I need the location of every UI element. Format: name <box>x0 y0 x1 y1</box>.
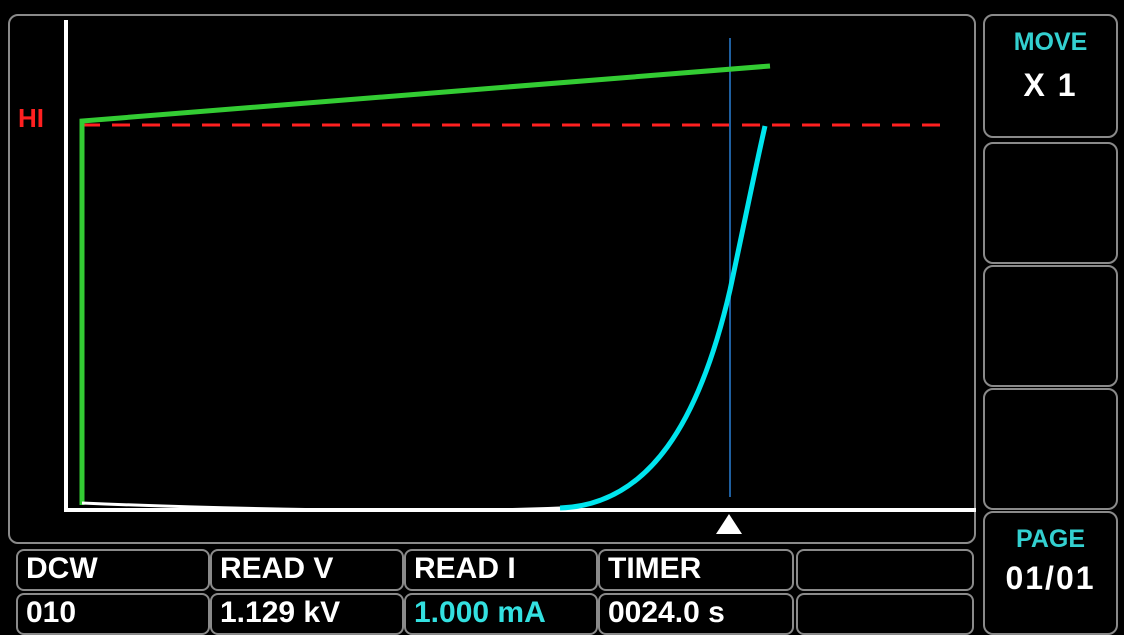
softkey-3[interactable] <box>983 265 1118 387</box>
value-read-i: 1.000 mA <box>404 593 598 635</box>
softkey-2[interactable] <box>983 142 1118 264</box>
current-trace <box>559 125 768 511</box>
softkey-page-title: PAGE <box>1016 525 1085 553</box>
softkey-page[interactable]: PAGE 01/01 <box>983 511 1118 635</box>
voltage-trace <box>79 63 771 505</box>
header-read-v: READ V <box>210 549 404 591</box>
header-read-i: READ I <box>404 549 598 591</box>
hi-limit-label: HI <box>18 103 44 133</box>
value-read-v: 1.129 kV <box>210 593 404 635</box>
softkey-4[interactable] <box>983 388 1118 510</box>
value-timer: 0024.0 s <box>598 593 794 635</box>
softkey-move-title: MOVE <box>1013 28 1088 56</box>
header-timer: TIMER <box>598 549 794 591</box>
header-empty <box>796 549 974 591</box>
baseline-trace <box>81 501 561 513</box>
value-empty <box>796 593 974 635</box>
header-mode: DCW <box>16 549 210 591</box>
softkey-move[interactable]: MOVE X 1 <box>983 14 1118 138</box>
value-step: 010 <box>16 593 210 635</box>
graph-panel <box>8 14 976 544</box>
softkey-move-value: X 1 <box>1023 67 1078 103</box>
softkey-page-value: 01/01 <box>1005 560 1096 596</box>
cursor-marker-icon[interactable] <box>716 514 742 534</box>
